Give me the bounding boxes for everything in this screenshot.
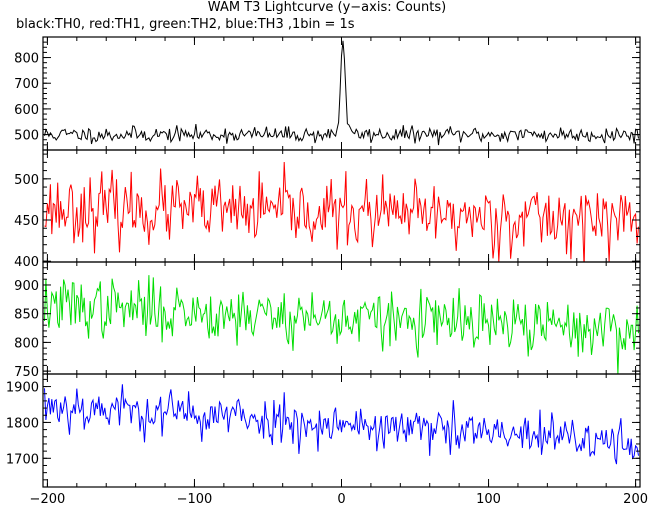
series-line-th3 — [44, 384, 639, 465]
chart-legend-text: black:TH0, red:TH1, green:TH2, blue:TH3 … — [16, 17, 355, 32]
x-tick-label: 0 — [337, 492, 345, 505]
x-tick-label: 200 — [623, 492, 648, 505]
y-tick-label: 750 — [14, 365, 39, 380]
y-tick-label: 800 — [14, 52, 39, 67]
y-tick-label: 1900 — [6, 381, 39, 396]
panel-frame-th3 — [42, 373, 641, 488]
series-line-th0 — [44, 40, 639, 146]
x-tick-label: −100 — [177, 492, 213, 505]
series-line-th1 — [44, 161, 639, 262]
y-tick-label: 1800 — [6, 416, 39, 431]
x-tick-label: −200 — [30, 492, 66, 505]
y-tick-label: 450 — [14, 214, 39, 229]
y-tick-label: 600 — [14, 103, 39, 118]
y-tick-label: 800 — [14, 336, 39, 351]
y-tick-label: 500 — [14, 129, 39, 144]
chart-title: WAM T3 Lightcurve (y−axis: Counts) — [207, 0, 447, 15]
y-tick-label: 850 — [14, 308, 39, 323]
x-tick-label: 100 — [476, 492, 501, 505]
y-tick-label: 400 — [14, 255, 39, 270]
series-line-th2 — [44, 275, 639, 374]
y-tick-label: 1700 — [6, 452, 39, 467]
y-tick-label: 900 — [14, 279, 39, 294]
y-tick-label: 700 — [14, 77, 39, 92]
y-tick-label: 500 — [14, 173, 39, 188]
